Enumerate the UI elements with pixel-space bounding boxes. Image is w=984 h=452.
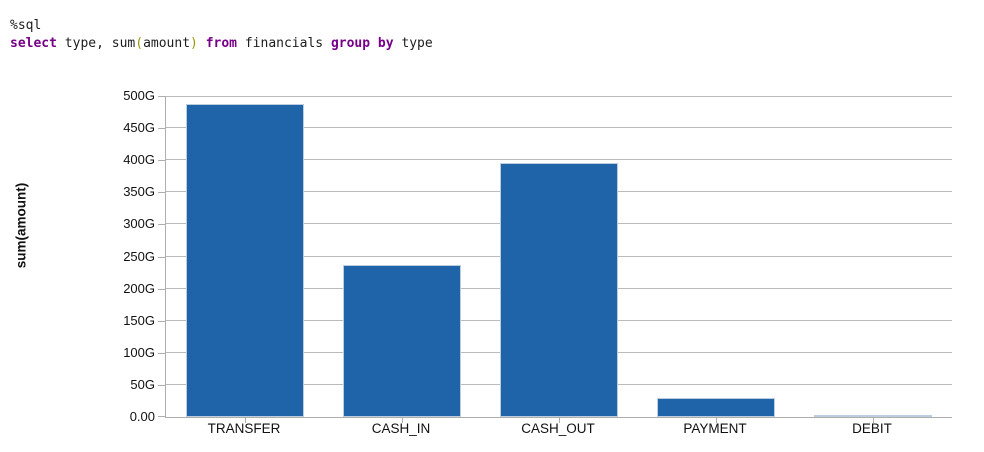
code-token-plain: financials [237,36,331,51]
x-axis-tick [402,418,403,423]
y-tick-label: 500G [123,88,155,103]
y-axis-tick [158,160,165,161]
plot-area [158,96,952,423]
y-axis-tick [158,96,165,97]
y-tick-label: 300G [123,216,155,231]
gridline [166,127,952,128]
y-tick-label: 150G [123,313,155,328]
gridline [166,159,952,160]
y-axis-tick [158,321,165,322]
code-token-bracket: ) [190,36,198,51]
x-axis-label: CASH_OUT [521,421,595,436]
x-axis-tick [559,418,560,423]
code-token-plain: type, sum [56,36,136,51]
code-token-keyword: group [330,36,371,51]
code-token-bracket: ( [135,36,144,51]
y-tick-label: 250G [123,249,155,264]
y-tick-label: 200G [123,281,155,296]
code-line-query: select type, sum(amount) from financials… [10,36,433,51]
y-axis-tick [158,192,165,193]
y-tick-label: 450G [123,120,155,135]
bar-debit [814,415,932,417]
x-axis-label: TRANSFER [207,421,281,436]
y-axis-tick [158,289,165,290]
gridline [166,96,952,97]
x-axis-label: DEBIT [852,421,892,436]
bar-cash_out [500,163,618,417]
x-axis-tick [873,418,874,423]
code-token-plain: type [393,36,433,51]
x-axis-tick [245,418,246,423]
y-axis-tick [158,257,165,258]
bar-cash_in [343,265,461,417]
code-token-keyword: by [377,36,394,51]
y-axis-tick [158,353,165,354]
bar-payment [657,398,775,417]
code-token-keyword: select [10,36,57,51]
y-axis-tick [158,385,165,386]
y-axis-tick [158,224,165,225]
y-tick-label: 100G [123,345,155,360]
code-token-plain: amount [143,36,191,51]
y-axis-tick [158,128,165,129]
x-axis-label: CASH_IN [371,421,431,436]
bar-transfer [186,104,304,417]
x-axis-label: PAYMENT [683,421,747,436]
y-tick-label: 350G [123,184,155,199]
sql-code-editor[interactable]: %sql select type, sum(amount) from finan… [10,17,433,53]
y-tick-label: 50G [130,377,155,392]
y-axis-tick [158,416,165,417]
y-tick-label: 0.00 [129,409,155,424]
code-token-keyword: from [205,36,238,51]
y-tick-label: 400G [123,152,155,167]
x-axis-tick [716,418,717,423]
code-line-magic: %sql [10,18,42,33]
